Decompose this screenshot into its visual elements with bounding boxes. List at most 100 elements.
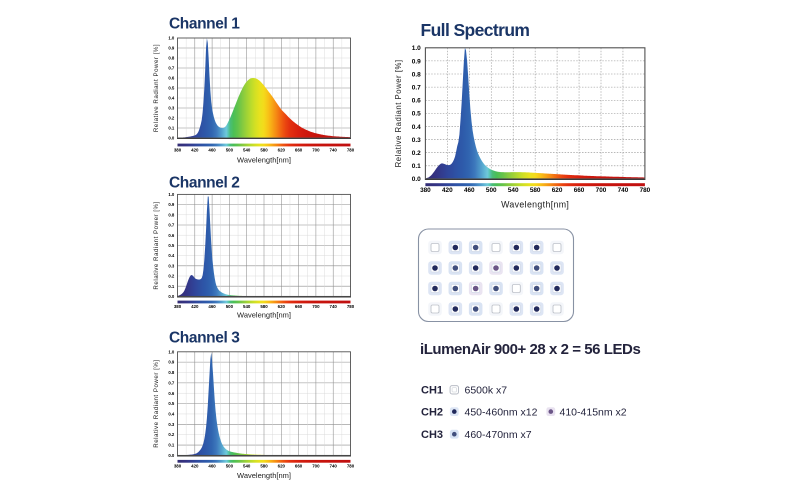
svg-text:Channel 1: Channel 1: [169, 16, 240, 33]
svg-text:620: 620: [278, 148, 286, 153]
svg-text:380: 380: [174, 148, 182, 153]
svg-text:460-470nm x7: 460-470nm x7: [465, 429, 532, 441]
svg-text:0.7: 0.7: [168, 223, 175, 228]
svg-text:CH1: CH1: [421, 385, 443, 397]
svg-text:460: 460: [208, 304, 216, 309]
svg-text:620: 620: [278, 464, 286, 469]
svg-text:1.0: 1.0: [412, 45, 421, 52]
svg-text:540: 540: [243, 304, 251, 309]
svg-text:0.1: 0.1: [412, 163, 421, 170]
svg-text:780: 780: [640, 187, 651, 194]
svg-text:580: 580: [260, 304, 268, 309]
svg-text:1.0: 1.0: [168, 36, 175, 41]
svg-text:460: 460: [208, 464, 216, 469]
svg-text:700: 700: [312, 304, 320, 309]
svg-text:0.6: 0.6: [168, 233, 175, 238]
svg-text:780: 780: [347, 464, 355, 469]
svg-text:0.5: 0.5: [412, 111, 421, 118]
svg-text:0.2: 0.2: [412, 150, 421, 157]
svg-text:1.0: 1.0: [168, 349, 175, 354]
svg-text:Full Spectrum: Full Spectrum: [421, 20, 530, 40]
svg-text:0.7: 0.7: [168, 380, 175, 385]
svg-text:0.9: 0.9: [168, 46, 175, 51]
svg-text:660: 660: [295, 148, 303, 153]
svg-text:740: 740: [330, 148, 338, 153]
svg-text:0.3: 0.3: [412, 137, 421, 144]
svg-text:6500k x7: 6500k x7: [465, 385, 508, 397]
svg-text:540: 540: [243, 148, 251, 153]
svg-text:0.5: 0.5: [168, 86, 175, 91]
svg-text:0.8: 0.8: [412, 71, 421, 78]
svg-text:0.7: 0.7: [412, 84, 421, 91]
svg-text:0.5: 0.5: [168, 401, 175, 406]
svg-text:410-415nm x2: 410-415nm x2: [560, 406, 627, 418]
svg-text:420: 420: [442, 187, 453, 194]
svg-text:740: 740: [330, 464, 338, 469]
svg-text:0.0: 0.0: [168, 294, 175, 299]
svg-text:740: 740: [618, 187, 629, 194]
svg-text:Wavelength[nm]: Wavelength[nm]: [237, 156, 291, 165]
svg-text:Relative Radiant Power [%]: Relative Radiant Power [%]: [394, 59, 403, 167]
svg-text:540: 540: [508, 187, 519, 194]
svg-text:500: 500: [226, 304, 234, 309]
svg-text:0.2: 0.2: [168, 274, 175, 279]
svg-text:620: 620: [552, 187, 563, 194]
svg-text:CH3: CH3: [421, 429, 443, 441]
svg-text:iLumenAir 900+ 28 x 2 = 56 LED: iLumenAir 900+ 28 x 2 = 56 LEDs: [420, 341, 640, 358]
svg-text:Wavelength[nm]: Wavelength[nm]: [501, 200, 569, 210]
svg-text:0.4: 0.4: [412, 124, 421, 131]
svg-text:460: 460: [464, 187, 475, 194]
svg-text:0.5: 0.5: [168, 243, 175, 248]
svg-text:Wavelength[nm]: Wavelength[nm]: [237, 471, 291, 480]
svg-text:500: 500: [486, 187, 497, 194]
svg-text:420: 420: [191, 304, 199, 309]
svg-text:0.4: 0.4: [168, 253, 175, 258]
svg-text:0.1: 0.1: [168, 443, 175, 448]
svg-text:0.9: 0.9: [412, 58, 421, 65]
svg-text:0.2: 0.2: [168, 432, 175, 437]
svg-text:420: 420: [191, 464, 199, 469]
svg-text:Relative Radiant Power [%]: Relative Radiant Power [%]: [153, 201, 160, 289]
svg-text:0.9: 0.9: [168, 360, 175, 365]
svg-text:460: 460: [208, 148, 216, 153]
svg-text:CH2: CH2: [421, 406, 443, 418]
svg-text:0.0: 0.0: [412, 176, 421, 183]
svg-text:700: 700: [312, 148, 320, 153]
svg-text:1.0: 1.0: [168, 192, 175, 197]
svg-text:0.6: 0.6: [412, 98, 421, 105]
svg-text:500: 500: [226, 148, 234, 153]
svg-text:Channel 3: Channel 3: [169, 329, 240, 346]
svg-text:0.0: 0.0: [168, 453, 175, 458]
svg-text:620: 620: [278, 304, 286, 309]
svg-text:Relative Radiant Power [%]: Relative Radiant Power [%]: [153, 44, 160, 132]
svg-text:660: 660: [574, 187, 585, 194]
svg-text:Relative Radiant Power [%]: Relative Radiant Power [%]: [153, 359, 160, 447]
svg-text:0.8: 0.8: [168, 56, 175, 61]
svg-text:0.0: 0.0: [168, 136, 175, 141]
svg-text:0.2: 0.2: [168, 116, 175, 121]
svg-text:380: 380: [420, 187, 431, 194]
svg-text:0.4: 0.4: [168, 412, 175, 417]
svg-text:0.6: 0.6: [168, 391, 175, 396]
svg-text:0.8: 0.8: [168, 370, 175, 375]
svg-text:0.1: 0.1: [168, 126, 175, 131]
svg-text:700: 700: [312, 464, 320, 469]
svg-text:0.3: 0.3: [168, 263, 175, 268]
svg-text:0.1: 0.1: [168, 284, 175, 289]
svg-text:780: 780: [347, 304, 355, 309]
svg-text:660: 660: [295, 304, 303, 309]
svg-text:660: 660: [295, 464, 303, 469]
svg-text:0.4: 0.4: [168, 96, 175, 101]
svg-text:450-460nm x12: 450-460nm x12: [465, 406, 538, 418]
svg-text:Channel 2: Channel 2: [169, 174, 239, 191]
svg-text:740: 740: [330, 304, 338, 309]
svg-text:0.7: 0.7: [168, 66, 175, 71]
svg-text:0.6: 0.6: [168, 76, 175, 81]
svg-text:0.9: 0.9: [168, 202, 175, 207]
svg-text:540: 540: [243, 464, 251, 469]
svg-text:420: 420: [191, 148, 199, 153]
svg-text:700: 700: [596, 187, 607, 194]
svg-text:0.3: 0.3: [168, 422, 175, 427]
svg-text:580: 580: [260, 464, 268, 469]
svg-text:380: 380: [174, 304, 182, 309]
